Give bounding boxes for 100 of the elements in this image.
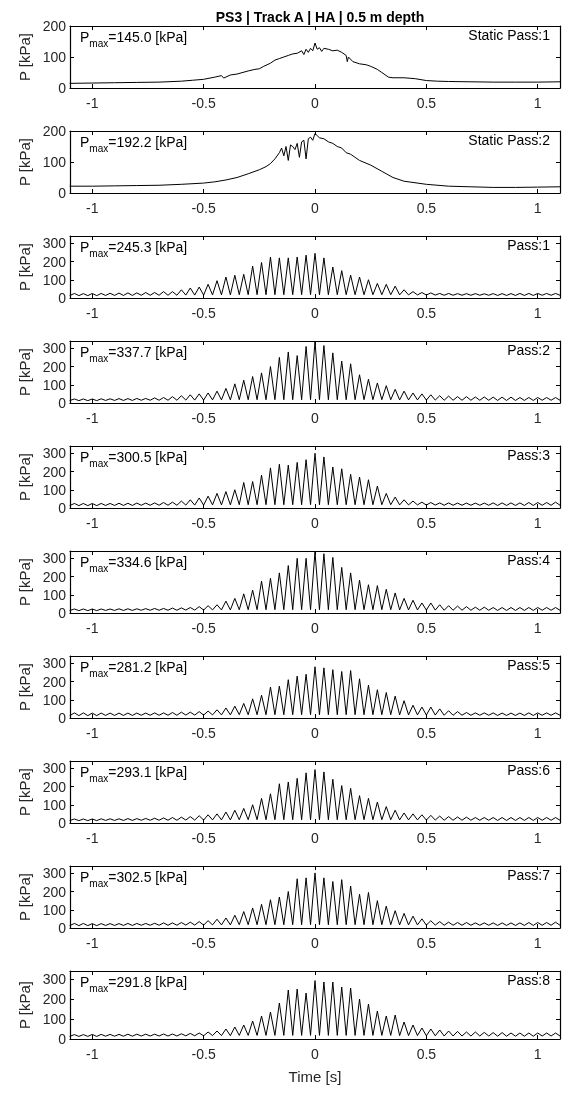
x-tick-label: -0.5	[191, 95, 216, 111]
x-tick-label: -1	[86, 830, 99, 846]
y-tick-label: 300	[42, 235, 67, 252]
x-tick-label: 1	[533, 830, 542, 846]
y-tick-label: 200	[42, 18, 67, 34]
y-tick-label: 0	[58, 815, 67, 831]
y-tick-label: 0	[58, 395, 67, 411]
x-tick-label: 1	[533, 410, 542, 426]
y-tick-label: 100	[42, 154, 67, 170]
x-tick-label: 0.5	[416, 515, 437, 531]
annotation: Pass:7	[507, 867, 551, 883]
x-tick-label: -1	[86, 1046, 99, 1062]
x-tick-label: -0.5	[191, 935, 216, 951]
annotation: Pass:4	[507, 552, 551, 568]
x-tick-label: -1	[86, 935, 99, 951]
x-tick-label: 1	[533, 95, 542, 111]
y-tick-label: 0	[58, 185, 67, 201]
y-tick-label: 300	[42, 445, 67, 462]
y-axis-title: P [kPa]	[15, 980, 33, 1030]
x-tick-label: 0	[311, 515, 320, 531]
y-axis-title: P [kPa]	[15, 32, 33, 82]
annotation: Pass:2	[507, 342, 551, 358]
y-tick-label: 200	[42, 123, 67, 139]
y-axis-title: P [kPa]	[15, 557, 33, 607]
y-tick-label: 300	[42, 655, 67, 672]
annotation: Pass:8	[507, 972, 551, 988]
x-tick-label: 0.5	[416, 935, 437, 951]
y-tick-label: 0	[58, 500, 67, 516]
y-tick-label: 100	[42, 901, 67, 918]
x-tick-label: -1	[86, 620, 99, 636]
annotation: Static Pass:1	[468, 27, 551, 43]
x-tick-label: 0.5	[416, 410, 437, 426]
x-tick-label: 1	[533, 725, 542, 741]
y-tick-label: 0	[58, 605, 67, 621]
x-tick-label: 0	[311, 1046, 320, 1062]
y-tick-label: 0	[58, 1031, 67, 1047]
y-tick-label: 0	[58, 290, 67, 306]
x-tick-label: 0	[311, 830, 320, 846]
y-axis-title: P [kPa]	[15, 662, 33, 712]
x-tick-label: 0	[311, 305, 320, 321]
x-tick-label: -0.5	[191, 1046, 216, 1062]
y-tick-label: 0	[58, 80, 67, 96]
x-tick-label: 1	[533, 620, 542, 636]
y-tick-label: 0	[58, 710, 67, 726]
x-tick-label: -1	[86, 305, 99, 321]
x-tick-label: 0.5	[416, 200, 437, 216]
y-tick-label: 200	[42, 568, 67, 585]
x-tick-label: 1	[533, 1046, 542, 1062]
x-tick-label: -0.5	[191, 725, 216, 741]
y-tick-label: 100	[42, 1011, 67, 1027]
x-tick-label: -1	[86, 515, 99, 531]
y-tick-label: 100	[42, 586, 67, 603]
x-tick-label: -0.5	[191, 410, 216, 426]
x-tick-label: 0	[311, 935, 320, 951]
y-axis-title: P [kPa]	[15, 347, 33, 397]
x-tick-label: 1	[533, 305, 542, 321]
x-tick-label: 0.5	[416, 1046, 437, 1062]
x-tick-label: -1	[86, 95, 99, 111]
y-tick-label: 100	[42, 271, 67, 288]
y-tick-label: 200	[42, 463, 67, 480]
y-tick-label: 200	[42, 673, 67, 690]
x-tick-label: 0	[311, 620, 320, 636]
y-tick-label: 200	[42, 253, 67, 270]
annotation: Pass:6	[507, 762, 551, 778]
x-tick-label: 0	[311, 95, 320, 111]
y-axis-title: P [kPa]	[15, 137, 33, 187]
x-tick-label: 1	[533, 200, 542, 216]
x-tick-label: 0	[311, 410, 320, 426]
y-tick-label: 300	[42, 971, 67, 987]
x-axis-title: Time [s]	[288, 1068, 342, 1085]
y-tick-label: 100	[42, 376, 67, 393]
x-tick-label: -0.5	[191, 200, 216, 216]
annotation: Pass:5	[507, 657, 551, 673]
y-tick-label: 300	[42, 340, 67, 357]
x-tick-label: -1	[86, 410, 99, 426]
y-tick-label: 300	[42, 760, 67, 777]
y-tick-label: 300	[42, 550, 67, 567]
y-tick-label: 100	[42, 796, 67, 813]
y-tick-label: 200	[42, 883, 67, 900]
x-tick-label: 0.5	[416, 620, 437, 636]
y-tick-label: 0	[58, 920, 67, 936]
y-axis-title: P [kPa]	[15, 242, 33, 292]
y-axis-title: P [kPa]	[15, 767, 33, 817]
x-tick-label: 0.5	[416, 725, 437, 741]
y-tick-label: 300	[42, 865, 67, 882]
annotation: Pass:1	[507, 237, 551, 253]
y-tick-label: 100	[42, 481, 67, 498]
annotation: Pass:3	[507, 447, 551, 463]
x-tick-label: -0.5	[191, 830, 216, 846]
x-tick-label: 1	[533, 935, 542, 951]
x-tick-label: 1	[533, 515, 542, 531]
y-tick-label: 200	[42, 358, 67, 375]
x-tick-label: -1	[86, 200, 99, 216]
x-tick-label: 0.5	[416, 95, 437, 111]
x-tick-label: -0.5	[191, 305, 216, 321]
y-tick-label: 200	[42, 778, 67, 795]
annotation: Static Pass:2	[468, 132, 551, 148]
y-tick-label: 100	[42, 691, 67, 708]
x-tick-label: 0	[311, 200, 320, 216]
x-tick-label: 0.5	[416, 305, 437, 321]
